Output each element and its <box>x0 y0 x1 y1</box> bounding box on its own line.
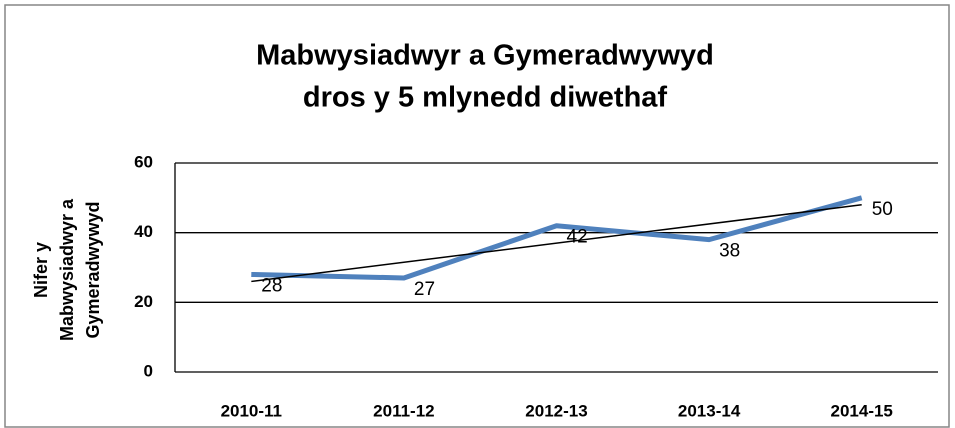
chart-title: dros y 5 mlynedd diwethaf <box>303 82 668 114</box>
y-tick-label: 0 <box>144 361 153 380</box>
y-axis-label: Nifer y Mabwysiadwyr a Gymeradwywyd <box>31 198 103 341</box>
y-axis-label-line: Nifer y <box>31 242 51 298</box>
x-tick-label: 2013-14 <box>678 401 741 420</box>
data-label: 28 <box>261 275 282 296</box>
data-label: 27 <box>414 279 435 300</box>
y-tick-label: 40 <box>134 222 153 241</box>
data-label: 42 <box>567 227 588 248</box>
y-tick-label: 20 <box>134 292 153 311</box>
x-tick-label: 2014-15 <box>831 401 893 420</box>
y-tick-label: 60 <box>134 152 153 171</box>
trendline <box>251 204 862 283</box>
x-tick-label: 2012-13 <box>525 401 587 420</box>
data-line <box>251 195 863 281</box>
x-tick-label: 2011-12 <box>373 401 434 420</box>
data-label: 50 <box>872 199 893 220</box>
y-axis-label-line: Gymeradwywyd <box>83 201 103 338</box>
data-label: 38 <box>719 241 740 262</box>
x-tick-label: 2010-11 <box>221 401 282 420</box>
y-axis-label-line: Mabwysiadwyr a <box>57 198 77 341</box>
chart-title: Mabwysiadwyr a Gymeradwywyd <box>256 40 714 72</box>
